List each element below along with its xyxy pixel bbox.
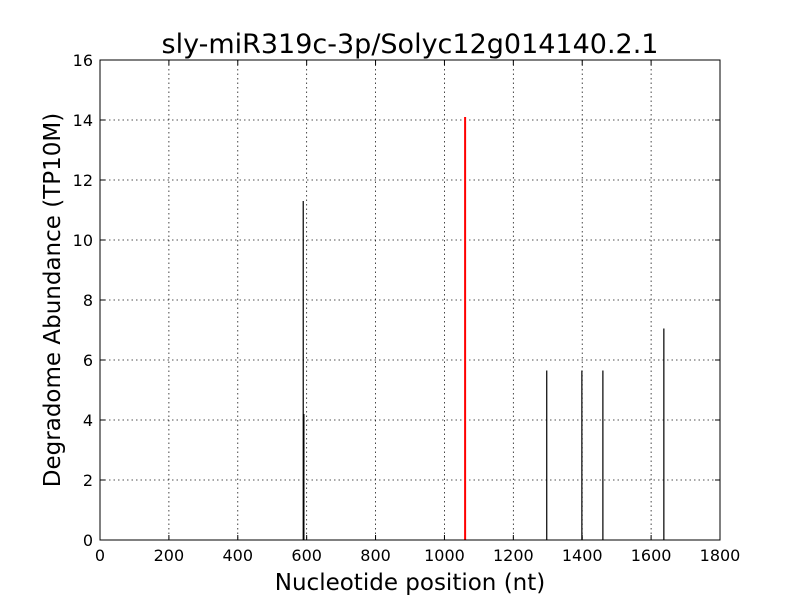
- x-axis-label: Nucleotide position (nt): [275, 570, 545, 596]
- x-tick-label: 1000: [424, 546, 465, 565]
- y-tick-label: 12: [73, 171, 93, 190]
- y-tick-label: 16: [73, 51, 93, 70]
- chart-title: sly-miR319c-3p/Solyc12g014140.2.1: [162, 29, 659, 60]
- bars-layer: [302, 117, 665, 540]
- y-axis-label: Degradome Abundance (TP10M): [40, 113, 66, 487]
- x-tick-label: 0: [95, 546, 105, 565]
- x-tick-label: 1600: [631, 546, 672, 565]
- y-tick-label: 8: [83, 291, 93, 310]
- y-tick-label: 2: [83, 471, 93, 490]
- y-tick-label: 4: [83, 411, 93, 430]
- ticks-layer: 0 200 400 600 800 1000 1200 1400 1600 1800 0 2 4 6 8 10…: [73, 51, 741, 565]
- x-tick-label: 600: [291, 546, 322, 565]
- x-tick-label: 400: [223, 546, 254, 565]
- y-tick-label: 6: [83, 351, 93, 370]
- y-tick-label: 0: [83, 531, 93, 550]
- y-tick-label: 14: [73, 111, 93, 130]
- y-tick-label: 10: [73, 231, 93, 250]
- x-tick-label: 200: [154, 546, 185, 565]
- x-tick-label: 1400: [562, 546, 603, 565]
- grid-layer: [100, 60, 720, 540]
- x-tick-label: 1800: [700, 546, 741, 565]
- x-tick-label: 1200: [493, 546, 534, 565]
- x-tick-label: 800: [360, 546, 391, 565]
